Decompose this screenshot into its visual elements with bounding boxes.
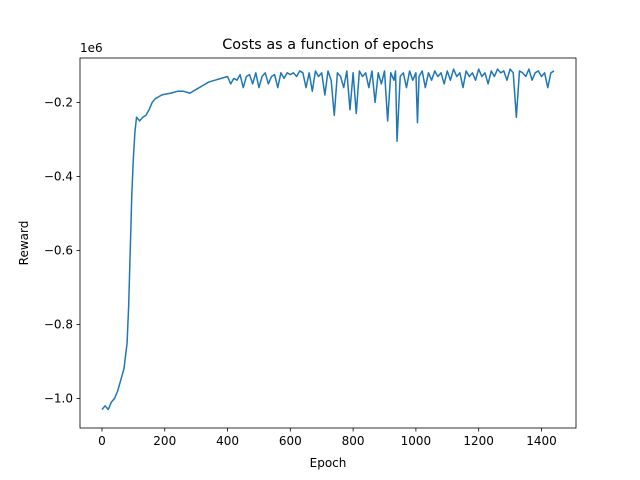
chart-title: Costs as a function of epochs xyxy=(222,37,433,53)
x-tick-label: 800 xyxy=(342,434,365,448)
x-axis-label: Epoch xyxy=(310,456,347,470)
x-tick-label: 0 xyxy=(98,434,106,448)
y-tick-label: −0.8 xyxy=(44,317,73,331)
x-tick-label: 200 xyxy=(153,434,176,448)
y-tick-label: −0.6 xyxy=(44,243,73,257)
y-axis-ticks: −1.0 −0.8 −0.6 −0.4 −0.2 xyxy=(44,95,80,405)
x-tick-label: 400 xyxy=(216,434,239,448)
y-tick-label: −1.0 xyxy=(44,391,73,405)
plot-frame xyxy=(79,57,577,429)
x-tick-label: 600 xyxy=(279,434,302,448)
reward-series-line xyxy=(101,68,555,411)
y-tick-label: −0.4 xyxy=(44,169,73,183)
x-tick-label: 1000 xyxy=(401,434,432,448)
x-axis-ticks: 0 200 400 600 800 1000 1200 1400 xyxy=(98,428,557,448)
x-tick-label: 1200 xyxy=(463,434,494,448)
y-offset-label: 1e6 xyxy=(80,41,103,55)
y-axis-label: Reward xyxy=(17,221,31,266)
y-tick-label: −0.2 xyxy=(44,95,73,109)
x-tick-label: 1400 xyxy=(526,434,557,448)
